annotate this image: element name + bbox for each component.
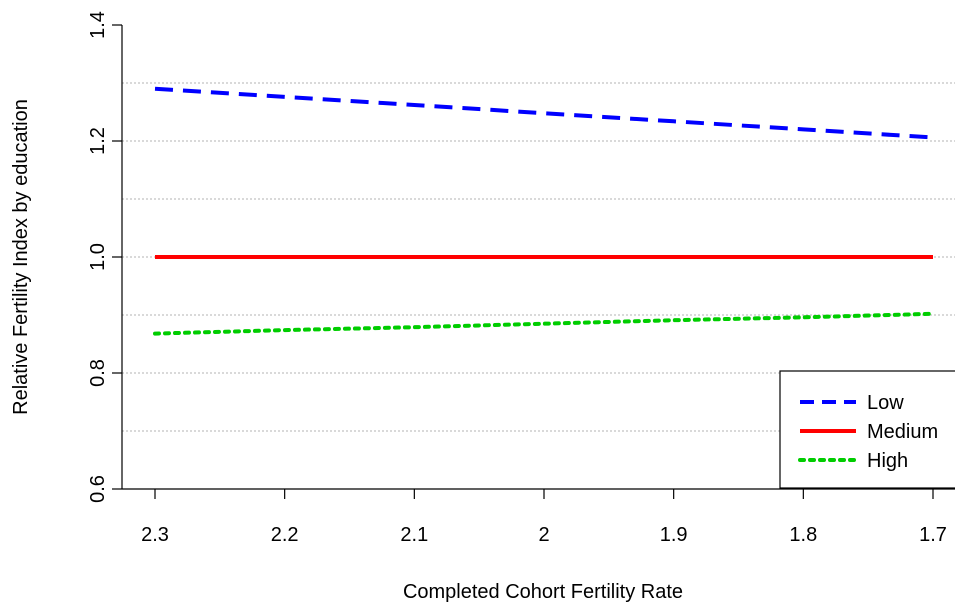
legend-label-low: Low [867, 392, 904, 414]
legend-label-high: High [867, 450, 908, 472]
y-tick-label: 1.2 [87, 127, 109, 155]
series-lines [153, 86, 935, 336]
series-line-high [153, 311, 935, 336]
x-tick-label: 1.9 [660, 524, 688, 546]
x-ticks: 2.3 2.2 2.1 2 1.9 1.8 1.7 [141, 489, 947, 546]
x-tick-label: 1.7 [919, 524, 947, 546]
y-tick-label: 1.4 [87, 11, 109, 39]
x-tick-label: 2.1 [400, 524, 428, 546]
y-ticks: 0.6 0.8 1.0 1.2 1.4 [87, 11, 122, 503]
x-tick-label: 1.8 [789, 524, 817, 546]
series-line-low [154, 86, 934, 140]
x-tick-label: 2 [538, 524, 549, 546]
y-tick-label: 0.8 [87, 359, 109, 387]
y-tick-label: 1.0 [87, 243, 109, 271]
legend: Low Medium High [779, 370, 955, 489]
x-axis-title: Completed Cohort Fertility Rate [403, 581, 683, 603]
legend-label-medium: Medium [867, 421, 938, 443]
y-tick-label: 0.6 [87, 475, 109, 503]
y-axis-title: Relative Fertility Index by education [10, 99, 32, 415]
x-tick-label: 2.2 [271, 524, 299, 546]
x-tick-label: 2.3 [141, 524, 169, 546]
